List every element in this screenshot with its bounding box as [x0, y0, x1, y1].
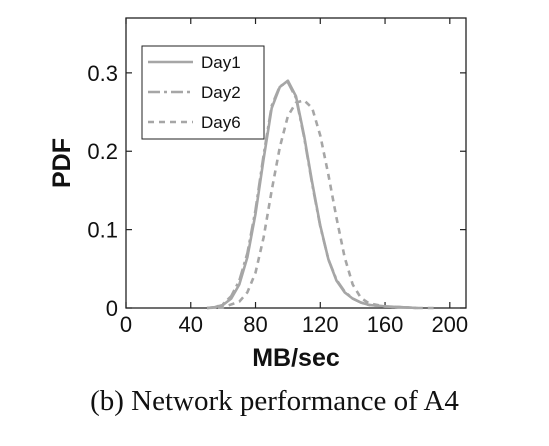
legend-label-day6: Day6 [201, 113, 241, 132]
x-tick-label: 120 [302, 312, 339, 337]
y-tick-label: 0.2 [87, 139, 118, 164]
plot-area-frame [125, 17, 467, 309]
x-tick-label: 200 [431, 312, 468, 337]
y-axis-ticks: 0 0.1 0.2 0.3 [87, 61, 466, 321]
legend-label-day1: Day1 [201, 53, 241, 72]
x-tick-label: 40 [179, 312, 203, 337]
x-tick-label: 80 [243, 312, 267, 337]
figure-caption: (b) Network performance of A4 [90, 385, 459, 417]
x-tick-label: 0 [120, 312, 132, 337]
y-tick-label: 0.1 [87, 218, 118, 243]
series-layer [206, 79, 434, 310]
y-axis-title: PDF [48, 138, 76, 188]
x-axis-title: MB/sec [252, 344, 340, 372]
series-line-day6 [206, 99, 434, 310]
x-tick-label: 160 [367, 312, 404, 337]
x-axis-ticks: 0 40 80 120 160 200 [120, 18, 468, 337]
legend-label-day2: Day2 [201, 83, 241, 102]
legend: Day1 Day2 Day6 [141, 45, 265, 140]
y-tick-label: 0.3 [87, 61, 118, 86]
series-line-day2 [206, 81, 418, 310]
y-tick-label: 0 [106, 296, 118, 321]
chart: 0 40 80 120 160 200 0 0.1 0.2 0.3 Day1 Day2 Day6 M… [48, 17, 468, 372]
